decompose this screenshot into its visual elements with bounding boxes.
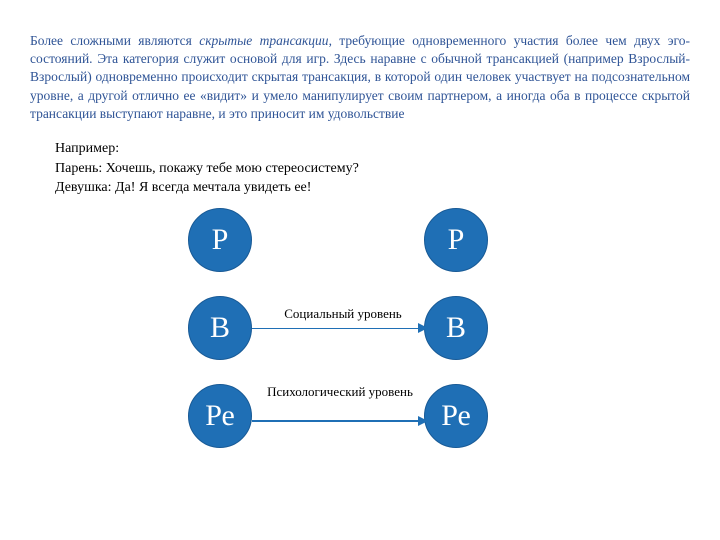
ego-state-circle: Р	[424, 208, 488, 272]
arrow-line	[252, 420, 418, 422]
arrow-head-icon	[418, 323, 428, 333]
ego-state-circle: Ре	[424, 384, 488, 448]
example-line-1: Например:	[55, 139, 690, 159]
example-line-3: Девушка: Да! Я всегда мечтала увидеть ее…	[55, 178, 690, 198]
example-block: Например: Парень: Хочешь, покажу тебе мо…	[0, 133, 720, 208]
ego-state-circle: Р	[188, 208, 252, 272]
arrow-label: Социальный уровень	[263, 306, 423, 322]
arrow-label: Психологический уровень	[255, 384, 425, 400]
ego-state-circle: В	[188, 296, 252, 360]
intro-italic-term: скрытые трансакции	[199, 33, 328, 48]
intro-paragraph: Более сложными являются скрытые трансакц…	[0, 0, 720, 133]
example-line-2: Парень: Хочешь, покажу тебе мою стереоси…	[55, 159, 690, 179]
arrow-line	[252, 328, 418, 329]
ego-state-circle: В	[424, 296, 488, 360]
arrow-head-icon	[418, 416, 428, 426]
intro-prefix: Более сложными являются	[30, 33, 199, 48]
transaction-diagram: РРВВРеРеСоциальный уровеньПсихологически…	[0, 208, 720, 508]
ego-state-circle: Ре	[188, 384, 252, 448]
